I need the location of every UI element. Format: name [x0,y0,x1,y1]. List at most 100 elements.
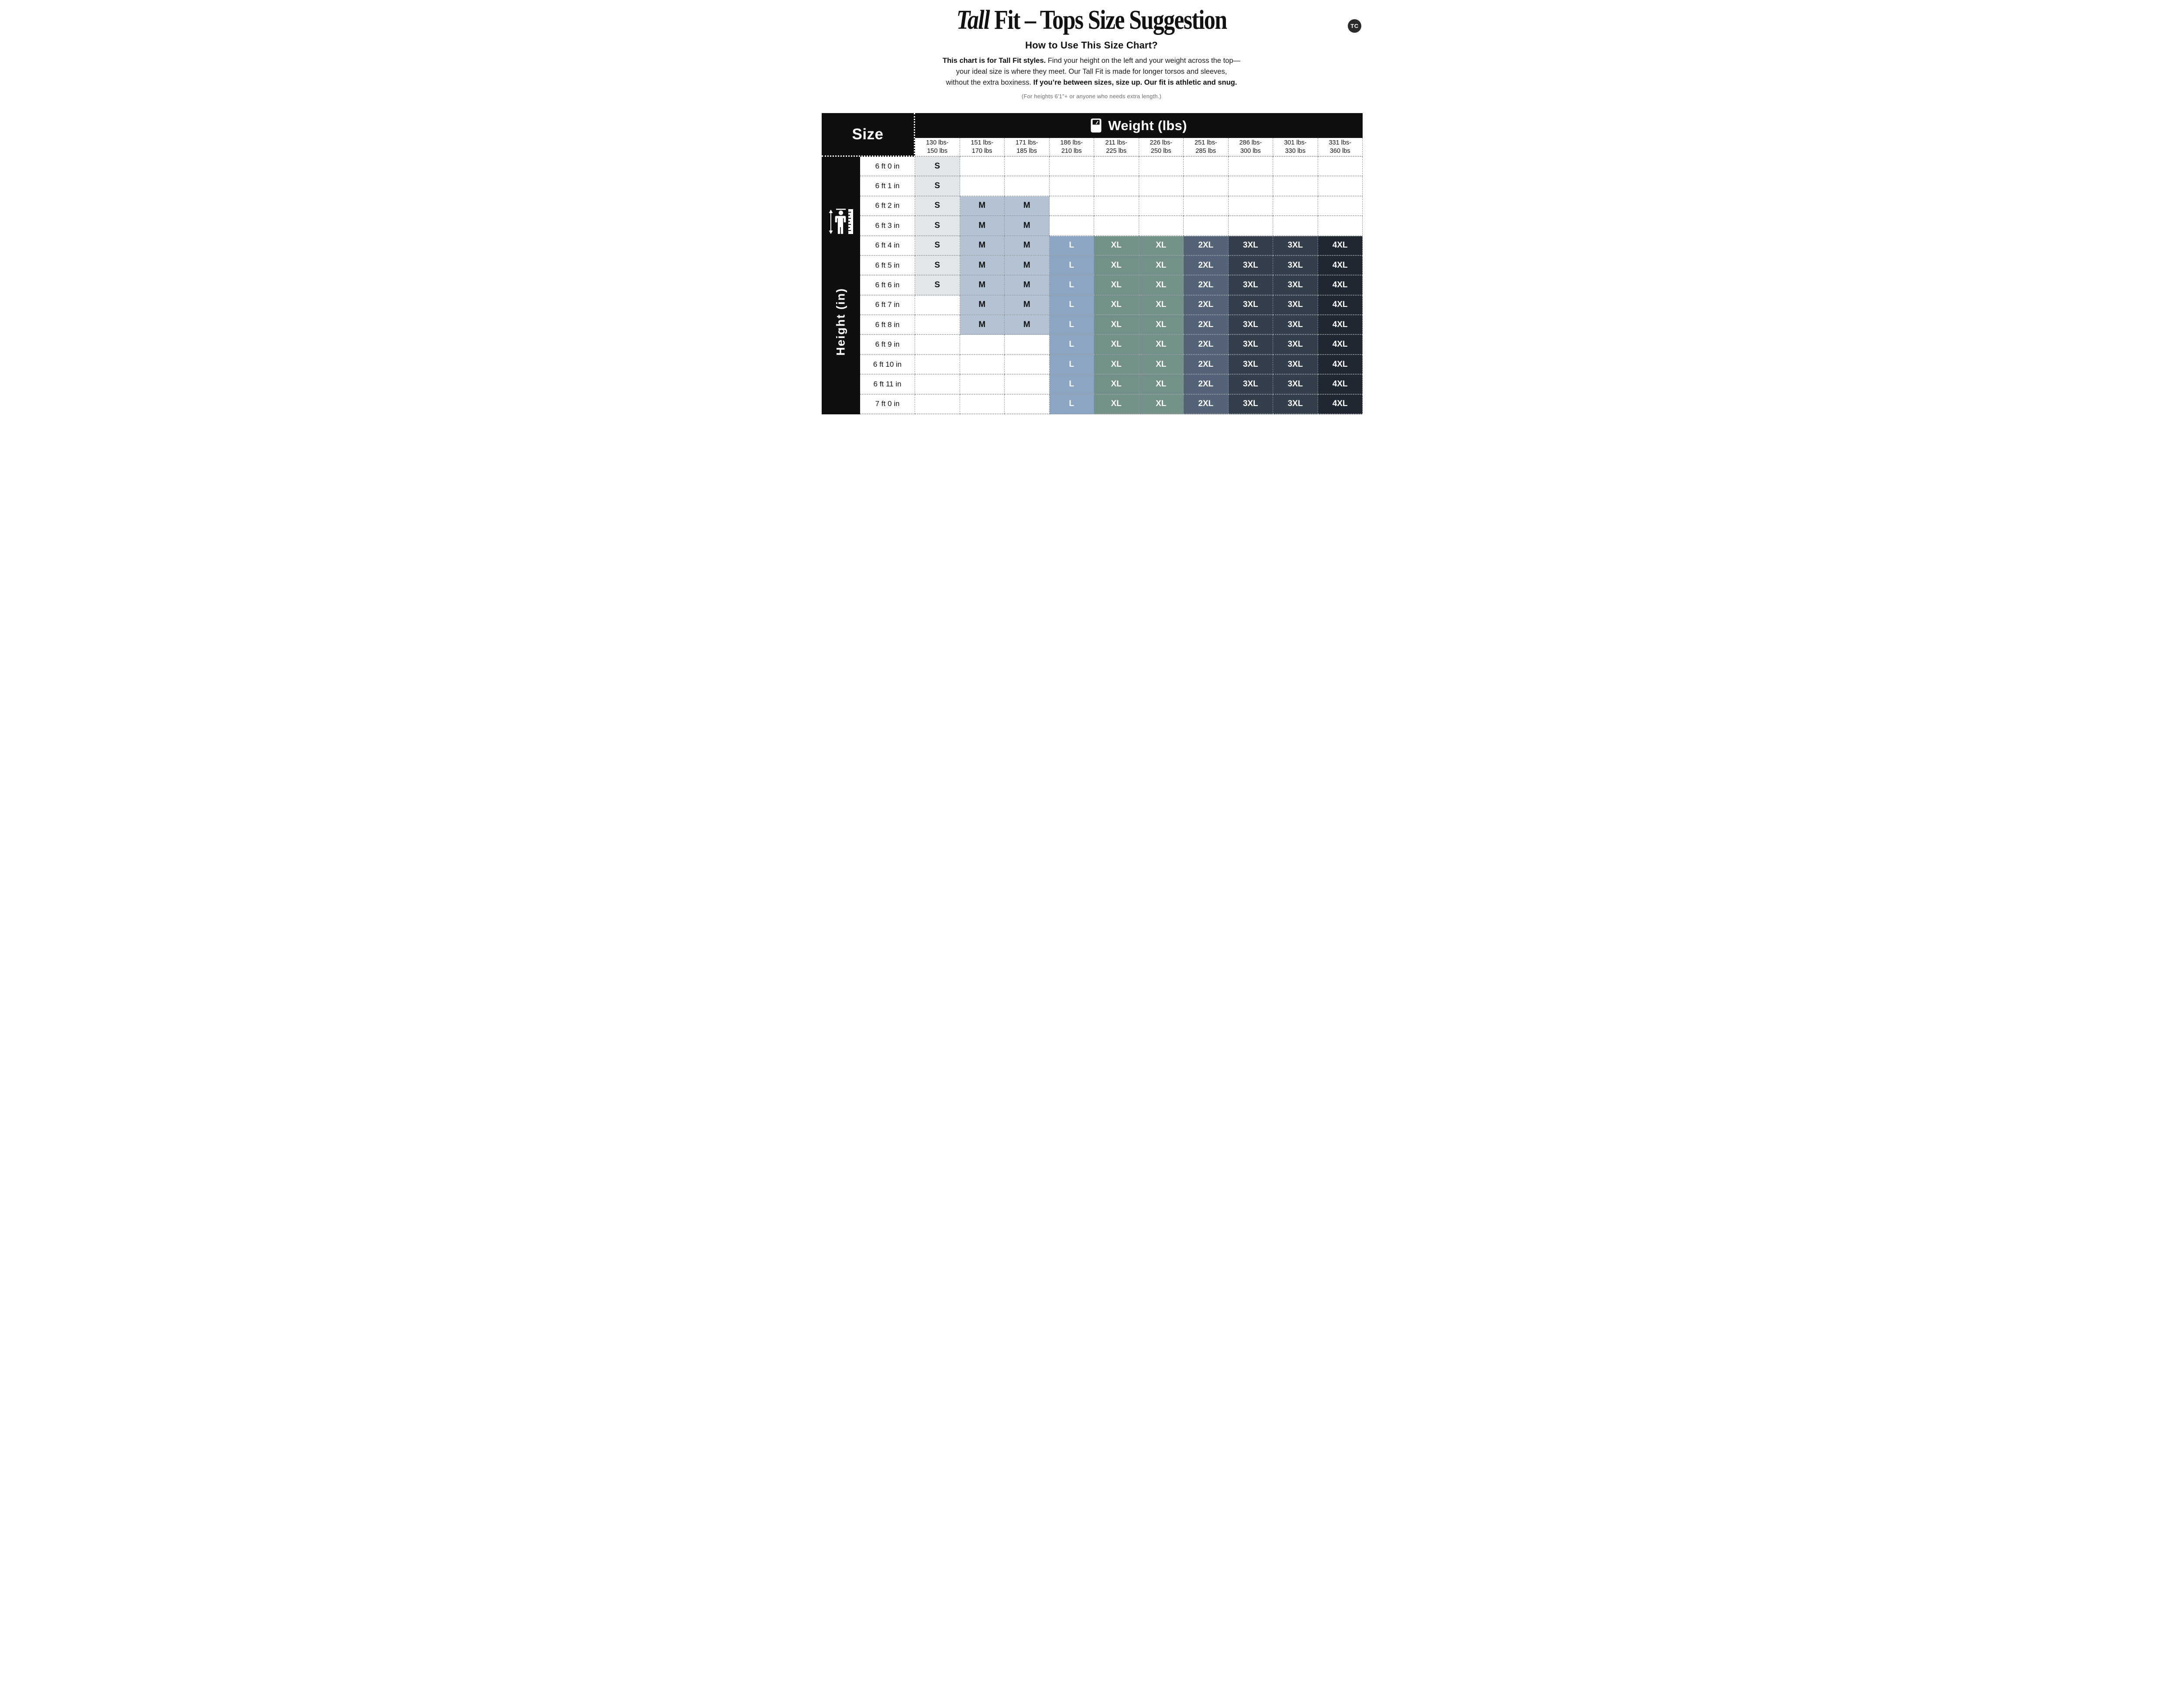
size-cell: XL [1094,394,1139,414]
instructions-line: without the extra boxiness. If you’re be… [946,79,1237,87]
size-cell-empty [1049,157,1094,177]
size-cell: XL [1139,315,1184,335]
size-cell: M [960,216,1005,236]
height-row-label: 6 ft 2 in [860,196,915,217]
height-axis-rail: Height (in) [822,157,860,414]
weight-col-header: 286 lbs- 300 lbs [1228,138,1273,157]
size-cell-empty [1049,196,1094,217]
size-cell-empty [915,335,960,355]
size-cell: 2XL [1184,355,1229,375]
height-row-label: 6 ft 6 in [860,275,915,296]
size-cell-empty [1005,335,1050,355]
size-cell: XL [1139,295,1184,316]
size-cell: 2XL [1184,394,1229,414]
size-cell-empty [1228,196,1273,217]
size-cell: XL [1094,355,1139,375]
size-cell-empty [915,295,960,316]
size-cell: M [1005,275,1050,296]
footnote: (For heights 6'1"+ or anyone who needs e… [1021,93,1162,100]
size-cell: M [1005,295,1050,316]
size-cell: L [1049,375,1094,395]
size-cell: L [1049,315,1094,335]
size-cell: XL [1139,375,1184,395]
height-row-label: 6 ft 0 in [860,157,915,177]
size-cell-empty [1139,196,1184,217]
size-cell: XL [1094,255,1139,276]
instructions-line: your ideal size is where they meet. Our … [956,68,1227,76]
size-cell: M [960,295,1005,316]
size-cell: 3XL [1273,275,1318,296]
weight-col-header: 130 lbs- 150 lbs [915,138,960,157]
size-cell-empty [1005,176,1050,196]
size-cell-empty [1094,216,1139,236]
size-cell: 4XL [1318,255,1363,276]
size-cell-empty [1094,196,1139,217]
size-cell: M [1005,255,1050,276]
height-row-label: 6 ft 10 in [860,355,915,375]
size-cell-empty [1273,216,1318,236]
height-row-label: 6 ft 11 in [860,375,915,395]
size-cell: L [1049,355,1094,375]
height-row-label: 6 ft 9 in [860,335,915,355]
weight-col-header: 171 lbs- 185 lbs [1005,138,1050,157]
size-cell: 4XL [1318,375,1363,395]
size-cell-empty [915,355,960,375]
size-cell: 3XL [1273,335,1318,355]
size-cell: XL [1094,295,1139,316]
instructions-line: This chart is for Tall Fit styles. Find … [942,57,1241,65]
size-cell: M [960,196,1005,217]
size-cell-empty [1273,196,1318,217]
height-row-label: 6 ft 4 in [860,236,915,256]
size-cell-empty [1273,176,1318,196]
size-cell: 3XL [1228,295,1273,316]
size-cell: 4XL [1318,236,1363,256]
page-title-accent: Tall [956,5,990,35]
height-row-label: 6 ft 7 in [860,295,915,316]
size-cell: M [960,275,1005,296]
size-cell: 3XL [1273,355,1318,375]
size-cell: 4XL [1318,275,1363,296]
size-cell: 3XL [1273,295,1318,316]
size-cell: S [915,196,960,217]
size-cell: 3XL [1228,255,1273,276]
size-cell: 2XL [1184,236,1229,256]
size-cell: 2XL [1184,315,1229,335]
size-cell-empty [1273,157,1318,177]
size-cell-empty [960,355,1005,375]
weight-col-header: 211 lbs- 225 lbs [1094,138,1139,157]
size-cell: XL [1094,236,1139,256]
size-cell: 2XL [1184,255,1229,276]
instructions-paragraph: This chart is for Tall Fit styles. Find … [809,55,1374,88]
size-cell-empty [1094,176,1139,196]
brand-logo: TC [1348,19,1361,33]
size-cell-empty [1228,176,1273,196]
size-cell-empty [1005,375,1050,395]
page-subtitle: How to Use This Size Chart? [1025,40,1158,51]
size-cell-empty [1184,216,1229,236]
size-table: Size Weight (lbs) [822,113,1363,414]
height-row-label: 6 ft 5 in [860,255,915,276]
size-cell-empty [960,335,1005,355]
size-cell: 3XL [1228,355,1273,375]
height-ruler-icon [829,209,853,234]
size-cell: S [915,255,960,276]
height-row-label: 7 ft 0 in [860,394,915,414]
height-row-label: 6 ft 1 in [860,176,915,196]
weight-col-header: 251 lbs- 285 lbs [1184,138,1229,157]
size-cell: L [1049,255,1094,276]
size-cell-empty [1318,157,1363,177]
size-cell: XL [1094,315,1139,335]
size-cell: 3XL [1273,255,1318,276]
size-cell: S [915,216,960,236]
size-cell: XL [1094,375,1139,395]
size-cell: 3XL [1273,315,1318,335]
size-cell: S [915,176,960,196]
size-cell: 3XL [1228,394,1273,414]
size-corner-label: Size [852,125,884,143]
size-cell: XL [1139,236,1184,256]
size-cell-empty [1139,157,1184,177]
size-cell: M [960,315,1005,335]
size-cell-empty [1005,355,1050,375]
brand-logo-text: TC [1350,23,1359,29]
size-cell: M [1005,236,1050,256]
